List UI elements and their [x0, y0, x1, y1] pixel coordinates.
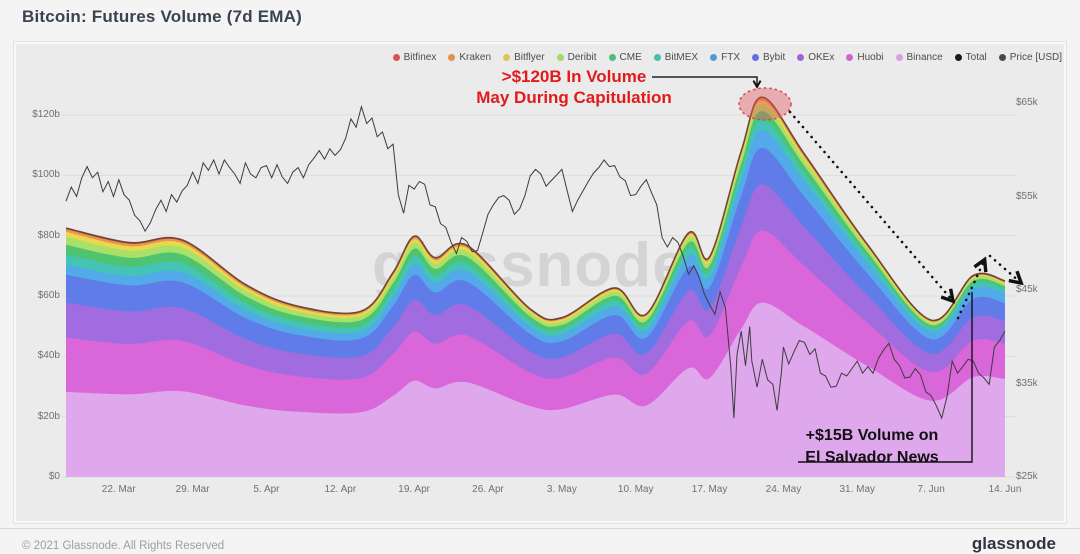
y-axis-label-price: $55k	[1016, 190, 1038, 202]
y-axis-label-volume: $60b	[37, 290, 60, 301]
legend-item-huobi[interactable]: Huobi	[846, 52, 884, 63]
legend-label: FTX	[721, 52, 740, 63]
legend-label: CME	[619, 52, 642, 63]
x-axis-label: 12. Apr	[324, 484, 357, 495]
y-axis-label-price: $45k	[1016, 284, 1038, 295]
legend: Bitfinex Kraken Bitflyer Deribit CME BitMEX FT…	[392, 52, 1062, 63]
bounce-up-arrow	[956, 261, 984, 320]
legend-item-okex[interactable]: OKEx	[797, 52, 834, 63]
x-axis-label: 26. Apr	[472, 484, 504, 495]
legend-item-price-usd[interactable]: Price [USD]	[998, 52, 1062, 63]
legend-dot	[797, 54, 805, 61]
x-axis-label: 14. Jun	[988, 484, 1022, 495]
x-axis-label: 17. May	[691, 484, 728, 495]
legend-dot	[448, 54, 456, 61]
y-axis-label-price: $35k	[1016, 377, 1038, 389]
legend-dot	[998, 54, 1006, 61]
legend-dot	[392, 54, 400, 61]
y-axis-label-price: $65k	[1016, 97, 1038, 108]
legend-item-cme[interactable]: CME	[608, 52, 642, 63]
x-axis-label: 5. Apr	[253, 484, 280, 495]
decline-trend-arrow	[788, 110, 952, 300]
legend-dot	[503, 54, 511, 61]
price-line	[65, 104, 1006, 420]
total-line	[65, 96, 1006, 321]
legend-label: Bitfinex	[403, 52, 437, 63]
legend-dot	[954, 54, 962, 61]
legend-item-kraken[interactable]: Kraken	[448, 52, 491, 63]
salvador-annotation: +$15B Volume on El Salvador News	[772, 425, 972, 469]
legend-item-bitflyer[interactable]: Bitflyer	[503, 52, 545, 63]
capitulation-highlight-ellipse	[738, 87, 792, 121]
bounce-down-arrow	[988, 254, 1020, 282]
legend-dot	[556, 54, 564, 61]
x-axis-label: 7. Jun	[917, 484, 945, 495]
x-axis-label: 10. May	[617, 484, 654, 495]
x-axis-label: 3. May	[546, 484, 577, 495]
legend-dot	[752, 54, 759, 61]
footer-copyright: © 2021 Glassnode. All Rights Reserved	[22, 540, 225, 552]
y-axis-label-volume: $120b	[32, 109, 60, 120]
y-axis-label-volume: $40b	[37, 350, 60, 362]
y-axis-label-price: $25k	[1016, 471, 1038, 482]
legend-item-total[interactable]: Total	[954, 52, 987, 63]
peak-annotation-connector	[652, 76, 757, 86]
salvador-annotation-line2: El Salvador News	[805, 449, 939, 466]
glassnode-logo: glassnode	[971, 534, 1056, 553]
legend-item-bitmex[interactable]: BitMEX	[653, 52, 699, 63]
x-axis-label: 19. Apr	[398, 484, 430, 495]
legend-label: Binance	[906, 52, 943, 63]
stacked-area-binance	[66, 302, 1005, 477]
page-title: Bitcoin: Futures Volume (7d EMA)	[22, 7, 302, 26]
salvador-annotation-bracket	[798, 292, 973, 463]
legend-item-deribit[interactable]: Deribit	[556, 52, 597, 63]
legend-item-bybit[interactable]: Bybit	[752, 52, 785, 63]
capitulation-annotation: >$120B In Volume May During Capitulation	[454, 66, 694, 108]
legend-label: Kraken	[459, 52, 492, 63]
x-axis-label: 29. Mar	[175, 484, 210, 495]
x-axis-label: 31. May	[839, 484, 876, 495]
y-axis-label-volume: $80b	[37, 229, 60, 241]
legend-item-binance[interactable]: Binance	[895, 52, 943, 63]
y-axis-label-volume: $0	[48, 471, 60, 482]
legend-item-ftx[interactable]: FTX	[710, 52, 740, 63]
legend-label: BitMEX	[664, 52, 699, 63]
legend-label: Total	[965, 52, 987, 63]
legend-label: Huobi	[857, 52, 884, 63]
legend-label: Price [USD]	[1009, 52, 1062, 63]
legend-item-bitfinex[interactable]: Bitfinex	[392, 52, 437, 63]
y-axis-label-volume: $20b	[37, 410, 60, 422]
capitulation-annotation-line2: May During Capitulation	[476, 88, 672, 107]
legend-dot	[895, 54, 903, 61]
x-axis-label: 24. May	[765, 484, 802, 495]
footer-divider	[0, 528, 1080, 529]
legend-dot	[653, 54, 661, 61]
legend-label: OKEx	[808, 52, 835, 63]
legend-label: Bitflyer	[514, 52, 545, 63]
legend-label: Bybit	[763, 52, 786, 63]
legend-dot	[846, 54, 854, 61]
capitulation-annotation-line1: >$120B In Volume	[501, 67, 647, 86]
salvador-annotation-line1: +$15B Volume on	[805, 427, 939, 444]
legend-dot	[710, 54, 718, 61]
y-axis-label-volume: $100b	[32, 169, 60, 181]
legend-dot	[608, 54, 616, 61]
x-axis-label: 22. Mar	[101, 484, 136, 495]
legend-label: Deribit	[567, 52, 597, 63]
